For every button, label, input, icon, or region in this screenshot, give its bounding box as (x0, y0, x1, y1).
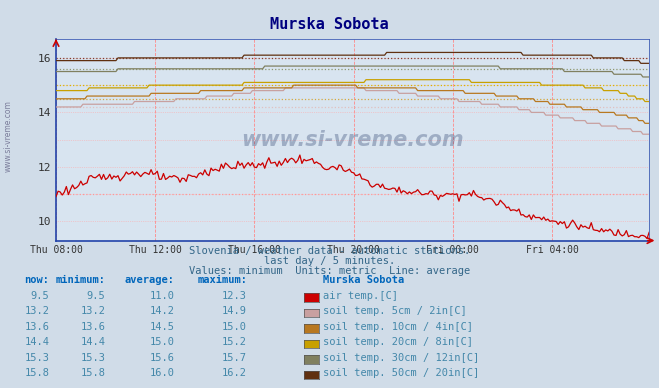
Text: air temp.[C]: air temp.[C] (323, 291, 398, 301)
Text: 15.0: 15.0 (222, 322, 247, 332)
Text: 13.6: 13.6 (80, 322, 105, 332)
Text: 13.2: 13.2 (24, 306, 49, 316)
Text: 16.2: 16.2 (222, 368, 247, 378)
Text: 15.8: 15.8 (24, 368, 49, 378)
Text: 15.3: 15.3 (24, 353, 49, 363)
Text: 14.5: 14.5 (150, 322, 175, 332)
Text: 15.7: 15.7 (222, 353, 247, 363)
Text: www.si-vreme.com: www.si-vreme.com (241, 130, 464, 150)
Text: 14.2: 14.2 (150, 306, 175, 316)
Text: 15.2: 15.2 (222, 337, 247, 347)
Text: 13.6: 13.6 (24, 322, 49, 332)
Text: 15.3: 15.3 (80, 353, 105, 363)
Text: 11.0: 11.0 (150, 291, 175, 301)
Text: last day / 5 minutes.: last day / 5 minutes. (264, 256, 395, 266)
Text: soil temp. 20cm / 8in[C]: soil temp. 20cm / 8in[C] (323, 337, 473, 347)
Text: maximum:: maximum: (197, 275, 247, 285)
Text: minimum:: minimum: (55, 275, 105, 285)
Text: soil temp. 10cm / 4in[C]: soil temp. 10cm / 4in[C] (323, 322, 473, 332)
Text: 13.2: 13.2 (80, 306, 105, 316)
Text: 9.5: 9.5 (31, 291, 49, 301)
Text: www.si-vreme.com: www.si-vreme.com (4, 100, 13, 172)
Text: Murska Sobota: Murska Sobota (270, 17, 389, 33)
Text: soil temp. 5cm / 2in[C]: soil temp. 5cm / 2in[C] (323, 306, 467, 316)
Text: Values: minimum  Units: metric  Line: average: Values: minimum Units: metric Line: aver… (189, 266, 470, 276)
Text: 15.0: 15.0 (150, 337, 175, 347)
Text: 16.0: 16.0 (150, 368, 175, 378)
Text: soil temp. 30cm / 12in[C]: soil temp. 30cm / 12in[C] (323, 353, 479, 363)
Text: 9.5: 9.5 (87, 291, 105, 301)
Text: Murska Sobota: Murska Sobota (323, 275, 404, 285)
Text: now:: now: (24, 275, 49, 285)
Text: 15.8: 15.8 (80, 368, 105, 378)
Text: average:: average: (125, 275, 175, 285)
Text: 14.4: 14.4 (24, 337, 49, 347)
Text: soil temp. 50cm / 20in[C]: soil temp. 50cm / 20in[C] (323, 368, 479, 378)
Text: Slovenia / weather data - automatic stations.: Slovenia / weather data - automatic stat… (189, 246, 470, 256)
Text: 12.3: 12.3 (222, 291, 247, 301)
Text: 15.6: 15.6 (150, 353, 175, 363)
Text: 14.4: 14.4 (80, 337, 105, 347)
Text: 14.9: 14.9 (222, 306, 247, 316)
